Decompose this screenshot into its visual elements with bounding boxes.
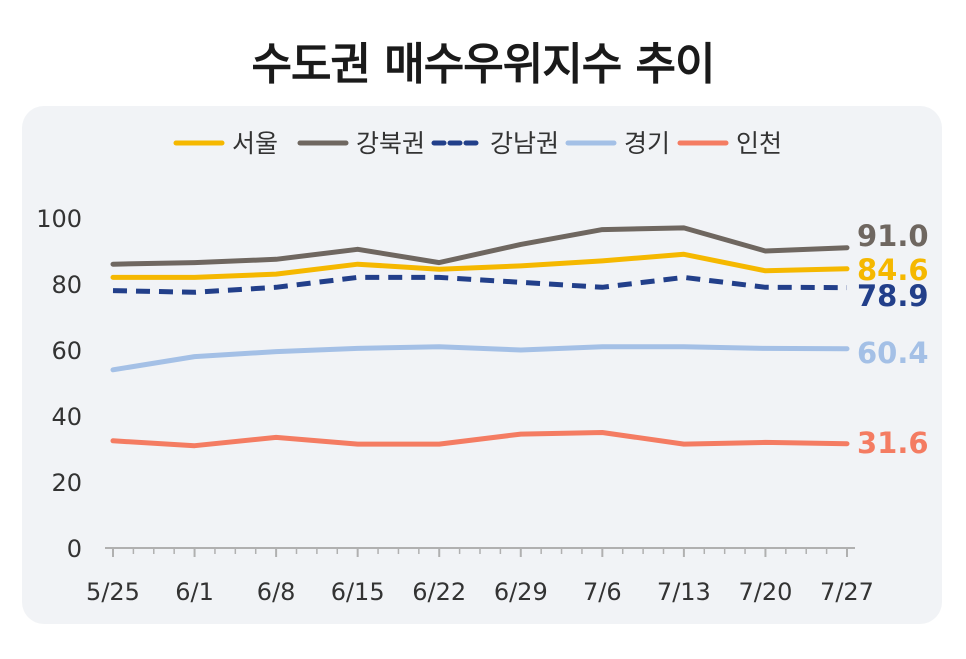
- series-end-label: 60.4: [857, 336, 929, 370]
- series-line: [112, 274, 848, 295]
- end-labels: 84.691.0 78.9 60.4 31.6: [857, 219, 929, 460]
- y-tick-label: 0: [67, 535, 82, 563]
- series-end-label: 78.9: [857, 279, 929, 313]
- chart-panel: [22, 106, 942, 624]
- x-tick-label: 7/27: [820, 578, 874, 606]
- series-end-label: 91.0: [857, 219, 929, 253]
- x-tick-label: 6/22: [412, 578, 466, 606]
- series-lines: [110, 225, 850, 449]
- y-tick-label: 60: [51, 337, 82, 365]
- legend-label: 강북권: [356, 129, 425, 158]
- series-line: [110, 225, 850, 267]
- x-tick-label: 6/15: [331, 578, 385, 606]
- x-tick-label: 7/13: [657, 578, 711, 606]
- legend-label: 서울: [232, 129, 278, 158]
- y-tick-label: 40: [51, 403, 82, 431]
- x-tick-label: 7/6: [583, 578, 622, 606]
- x-tick-label: 6/1: [175, 578, 214, 606]
- x-tick-label: 7/20: [738, 578, 792, 606]
- legend-label: 인천: [736, 129, 782, 158]
- series-line: [110, 430, 850, 449]
- x-tick-label: 6/29: [494, 578, 548, 606]
- legend-label: 경기: [624, 129, 670, 158]
- legend: 서울 강북권 강남권 경기 인천: [173, 129, 782, 158]
- x-axis: 5/25 6/1 6/8 6/15 6/22 6/29 7/6 7/13 7/20 7/27: [86, 547, 874, 606]
- y-axis: 0 20 40 60 80 100: [36, 205, 82, 563]
- y-tick-label: 100: [36, 205, 82, 233]
- series-end-label: 84.6: [857, 253, 929, 287]
- y-tick-label: 80: [51, 271, 82, 299]
- series-line: [110, 344, 850, 373]
- y-tick-label: 20: [51, 469, 82, 497]
- x-tick-label: 6/8: [257, 578, 296, 606]
- series-end-label: 31.6: [857, 426, 929, 460]
- chart-title: 수도권 매수우위지수 추이: [251, 39, 716, 90]
- x-tick-label: 5/25: [86, 578, 140, 606]
- series-line: [110, 251, 850, 280]
- legend-label: 강남권: [490, 129, 559, 158]
